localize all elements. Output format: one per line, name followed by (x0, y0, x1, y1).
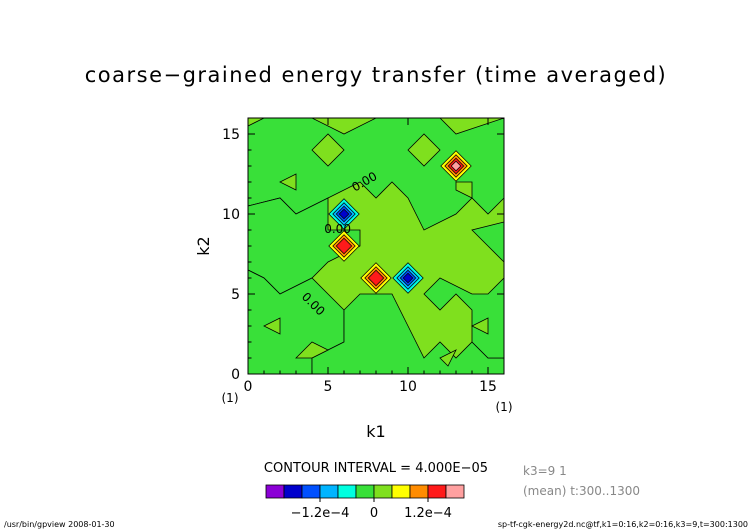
x-tick-label: 15 (479, 379, 497, 395)
extremum-4-level-3 (335, 237, 353, 255)
colorbar-swatch-5 (337, 484, 357, 499)
y-axis-label: k2 (194, 236, 213, 255)
contour-island-5 (295, 341, 329, 359)
contour-patch-5 (423, 277, 505, 359)
colorbar-swatch-11 (445, 484, 465, 499)
contour-island-8 (263, 317, 281, 335)
contour-island-1 (311, 133, 345, 167)
slice-info: k3=9 1 (523, 464, 567, 478)
x-unit-marker: (1) (496, 400, 513, 414)
colorbar-swatch-4 (319, 484, 339, 499)
contour-island-6 (439, 349, 457, 367)
contour-island-3 (407, 133, 441, 167)
colorbar-tick-label: 1.2e−4 (404, 506, 452, 521)
extremum-1-level-4 (338, 208, 350, 220)
colorbar-swatch-8 (391, 484, 411, 499)
extremum-3-level-4 (450, 160, 462, 172)
colorbar: −1.2e−4 0 1.2e−4 (265, 484, 465, 521)
axis-ticks: 0 5 10 15 0 5 10 15 (222, 117, 505, 395)
contour-island-4 (455, 181, 473, 199)
y-tick-label: 10 (222, 207, 240, 223)
colorbar-swatch-10 (427, 484, 447, 499)
extremum-5-level-3 (367, 269, 385, 287)
extremum-2-level-4 (402, 272, 414, 284)
y-tick-label: 0 (231, 367, 240, 383)
contour-label-2: 0.00 (324, 222, 351, 236)
colorbar-swatch-7 (373, 484, 393, 499)
footer-left: /usr/bin/gpview 2008-01-30 (4, 520, 115, 529)
contour-interval: CONTOUR INTERVAL = 4.000E−05 (264, 461, 488, 476)
x-tick-label: 0 (244, 379, 253, 395)
x-axis-label: k1 (366, 422, 385, 441)
y-tick-label: 15 (222, 127, 240, 143)
y-tick-label: 5 (231, 287, 240, 303)
contour-island-7 (471, 317, 489, 335)
colorbar-tick-label: −1.2e−4 (291, 506, 350, 521)
footer-right: sp-tf-cgk-energy2d.nc@tf,k1=0:16,k2=0:16… (498, 520, 748, 529)
y-unit-marker: (1) (222, 391, 239, 405)
colorbar-swatch-9 (409, 484, 429, 499)
colorbar-swatch-3 (301, 484, 321, 499)
mean-info: (mean) t:300..1300 (523, 484, 640, 498)
chart-title: coarse−grained energy transfer (time ave… (85, 63, 668, 87)
contour-regions (247, 117, 505, 375)
colorbar-tick-label: 0 (370, 506, 378, 521)
colorbar-swatch-6 (355, 484, 375, 499)
x-tick-label: 10 (399, 379, 417, 395)
colorbar-swatch-2 (283, 484, 303, 499)
contour-island-2 (279, 173, 297, 191)
colorbar-swatch-1 (265, 484, 285, 499)
x-tick-label: 5 (324, 379, 333, 395)
